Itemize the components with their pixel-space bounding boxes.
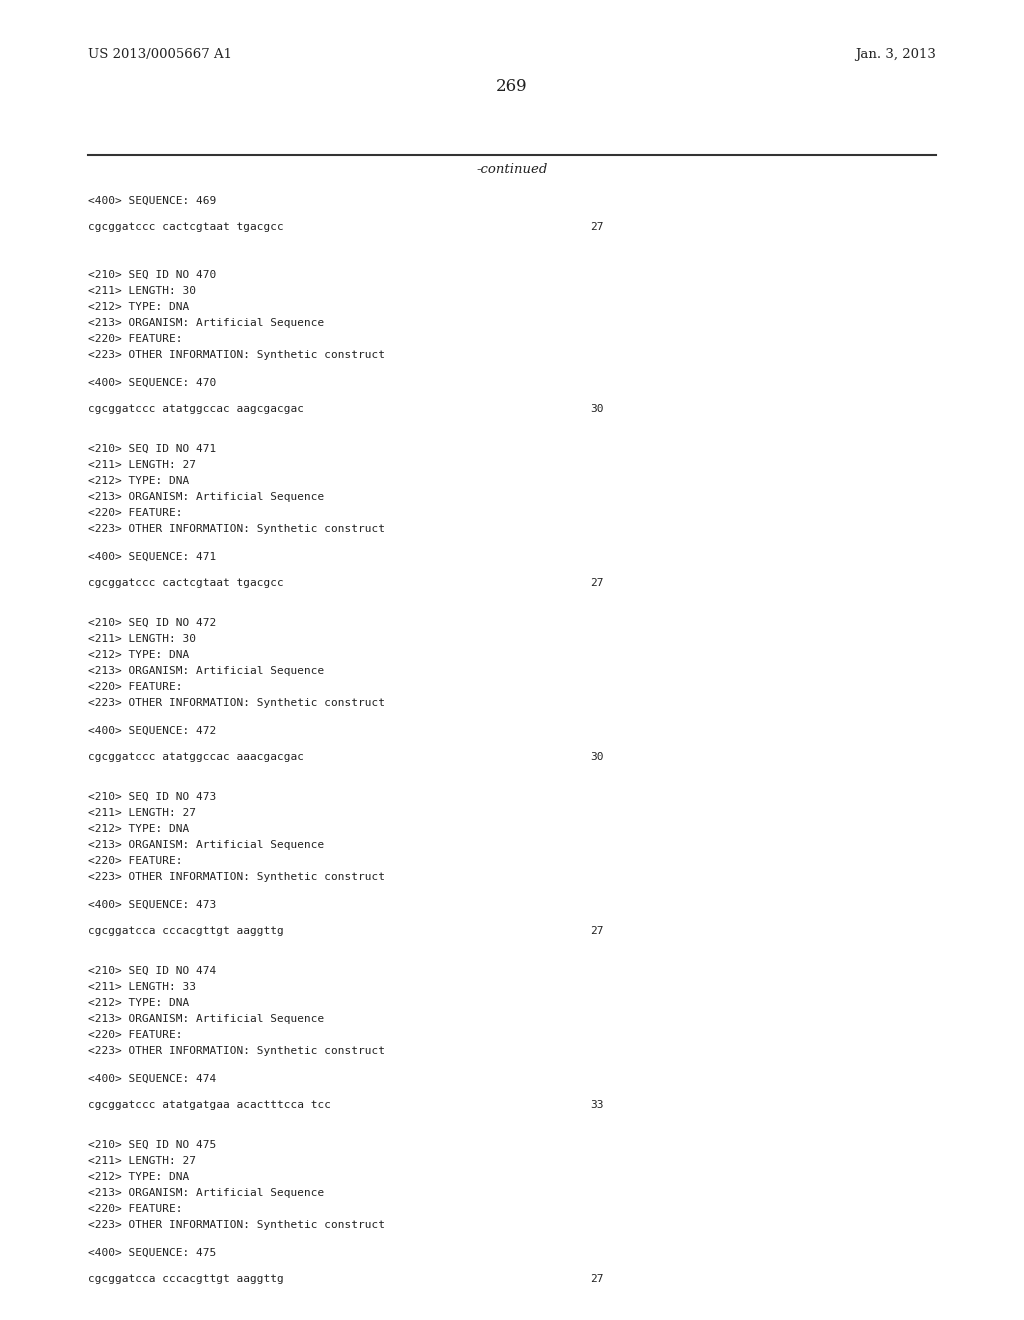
Text: <220> FEATURE:: <220> FEATURE:: [88, 334, 182, 345]
Text: 27: 27: [590, 1274, 603, 1284]
Text: <212> TYPE: DNA: <212> TYPE: DNA: [88, 649, 189, 660]
Text: <212> TYPE: DNA: <212> TYPE: DNA: [88, 302, 189, 312]
Text: <210> SEQ ID NO 473: <210> SEQ ID NO 473: [88, 792, 216, 803]
Text: <211> LENGTH: 27: <211> LENGTH: 27: [88, 808, 196, 818]
Text: cgcggatccc cactcgtaat tgacgcc: cgcggatccc cactcgtaat tgacgcc: [88, 222, 284, 232]
Text: <223> OTHER INFORMATION: Synthetic construct: <223> OTHER INFORMATION: Synthetic const…: [88, 698, 385, 708]
Text: <213> ORGANISM: Artificial Sequence: <213> ORGANISM: Artificial Sequence: [88, 840, 325, 850]
Text: 269: 269: [497, 78, 527, 95]
Text: Jan. 3, 2013: Jan. 3, 2013: [855, 48, 936, 61]
Text: cgcggatccc atatggccac aaacgacgac: cgcggatccc atatggccac aaacgacgac: [88, 752, 304, 762]
Text: <212> TYPE: DNA: <212> TYPE: DNA: [88, 477, 189, 486]
Text: <400> SEQUENCE: 473: <400> SEQUENCE: 473: [88, 900, 216, 909]
Text: 33: 33: [590, 1100, 603, 1110]
Text: US 2013/0005667 A1: US 2013/0005667 A1: [88, 48, 232, 61]
Text: <223> OTHER INFORMATION: Synthetic construct: <223> OTHER INFORMATION: Synthetic const…: [88, 873, 385, 882]
Text: <213> ORGANISM: Artificial Sequence: <213> ORGANISM: Artificial Sequence: [88, 1188, 325, 1199]
Text: <400> SEQUENCE: 472: <400> SEQUENCE: 472: [88, 726, 216, 737]
Text: <220> FEATURE:: <220> FEATURE:: [88, 508, 182, 517]
Text: 27: 27: [590, 222, 603, 232]
Text: <223> OTHER INFORMATION: Synthetic construct: <223> OTHER INFORMATION: Synthetic const…: [88, 1220, 385, 1230]
Text: <212> TYPE: DNA: <212> TYPE: DNA: [88, 998, 189, 1008]
Text: <220> FEATURE:: <220> FEATURE:: [88, 1204, 182, 1214]
Text: <220> FEATURE:: <220> FEATURE:: [88, 1030, 182, 1040]
Text: <213> ORGANISM: Artificial Sequence: <213> ORGANISM: Artificial Sequence: [88, 1014, 325, 1024]
Text: 27: 27: [590, 927, 603, 936]
Text: cgcggatcca cccacgttgt aaggttg: cgcggatcca cccacgttgt aaggttg: [88, 927, 284, 936]
Text: <212> TYPE: DNA: <212> TYPE: DNA: [88, 824, 189, 834]
Text: <211> LENGTH: 27: <211> LENGTH: 27: [88, 1156, 196, 1166]
Text: 30: 30: [590, 752, 603, 762]
Text: <220> FEATURE:: <220> FEATURE:: [88, 682, 182, 692]
Text: <212> TYPE: DNA: <212> TYPE: DNA: [88, 1172, 189, 1181]
Text: <210> SEQ ID NO 472: <210> SEQ ID NO 472: [88, 618, 216, 628]
Text: <213> ORGANISM: Artificial Sequence: <213> ORGANISM: Artificial Sequence: [88, 667, 325, 676]
Text: <400> SEQUENCE: 471: <400> SEQUENCE: 471: [88, 552, 216, 562]
Text: <223> OTHER INFORMATION: Synthetic construct: <223> OTHER INFORMATION: Synthetic const…: [88, 350, 385, 360]
Text: <211> LENGTH: 30: <211> LENGTH: 30: [88, 634, 196, 644]
Text: <210> SEQ ID NO 470: <210> SEQ ID NO 470: [88, 271, 216, 280]
Text: <400> SEQUENCE: 470: <400> SEQUENCE: 470: [88, 378, 216, 388]
Text: <223> OTHER INFORMATION: Synthetic construct: <223> OTHER INFORMATION: Synthetic const…: [88, 1045, 385, 1056]
Text: <400> SEQUENCE: 475: <400> SEQUENCE: 475: [88, 1247, 216, 1258]
Text: <211> LENGTH: 27: <211> LENGTH: 27: [88, 459, 196, 470]
Text: <220> FEATURE:: <220> FEATURE:: [88, 855, 182, 866]
Text: <400> SEQUENCE: 469: <400> SEQUENCE: 469: [88, 195, 216, 206]
Text: <210> SEQ ID NO 474: <210> SEQ ID NO 474: [88, 966, 216, 975]
Text: <400> SEQUENCE: 474: <400> SEQUENCE: 474: [88, 1074, 216, 1084]
Text: <210> SEQ ID NO 471: <210> SEQ ID NO 471: [88, 444, 216, 454]
Text: <213> ORGANISM: Artificial Sequence: <213> ORGANISM: Artificial Sequence: [88, 318, 325, 327]
Text: <211> LENGTH: 30: <211> LENGTH: 30: [88, 286, 196, 296]
Text: 30: 30: [590, 404, 603, 414]
Text: <223> OTHER INFORMATION: Synthetic construct: <223> OTHER INFORMATION: Synthetic const…: [88, 524, 385, 535]
Text: cgcggatccc atatgatgaa acactttcca tcc: cgcggatccc atatgatgaa acactttcca tcc: [88, 1100, 331, 1110]
Text: <213> ORGANISM: Artificial Sequence: <213> ORGANISM: Artificial Sequence: [88, 492, 325, 502]
Text: <211> LENGTH: 33: <211> LENGTH: 33: [88, 982, 196, 993]
Text: <210> SEQ ID NO 475: <210> SEQ ID NO 475: [88, 1140, 216, 1150]
Text: -continued: -continued: [476, 162, 548, 176]
Text: cgcggatccc atatggccac aagcgacgac: cgcggatccc atatggccac aagcgacgac: [88, 404, 304, 414]
Text: cgcggatccc cactcgtaat tgacgcc: cgcggatccc cactcgtaat tgacgcc: [88, 578, 284, 587]
Text: 27: 27: [590, 578, 603, 587]
Text: cgcggatcca cccacgttgt aaggttg: cgcggatcca cccacgttgt aaggttg: [88, 1274, 284, 1284]
